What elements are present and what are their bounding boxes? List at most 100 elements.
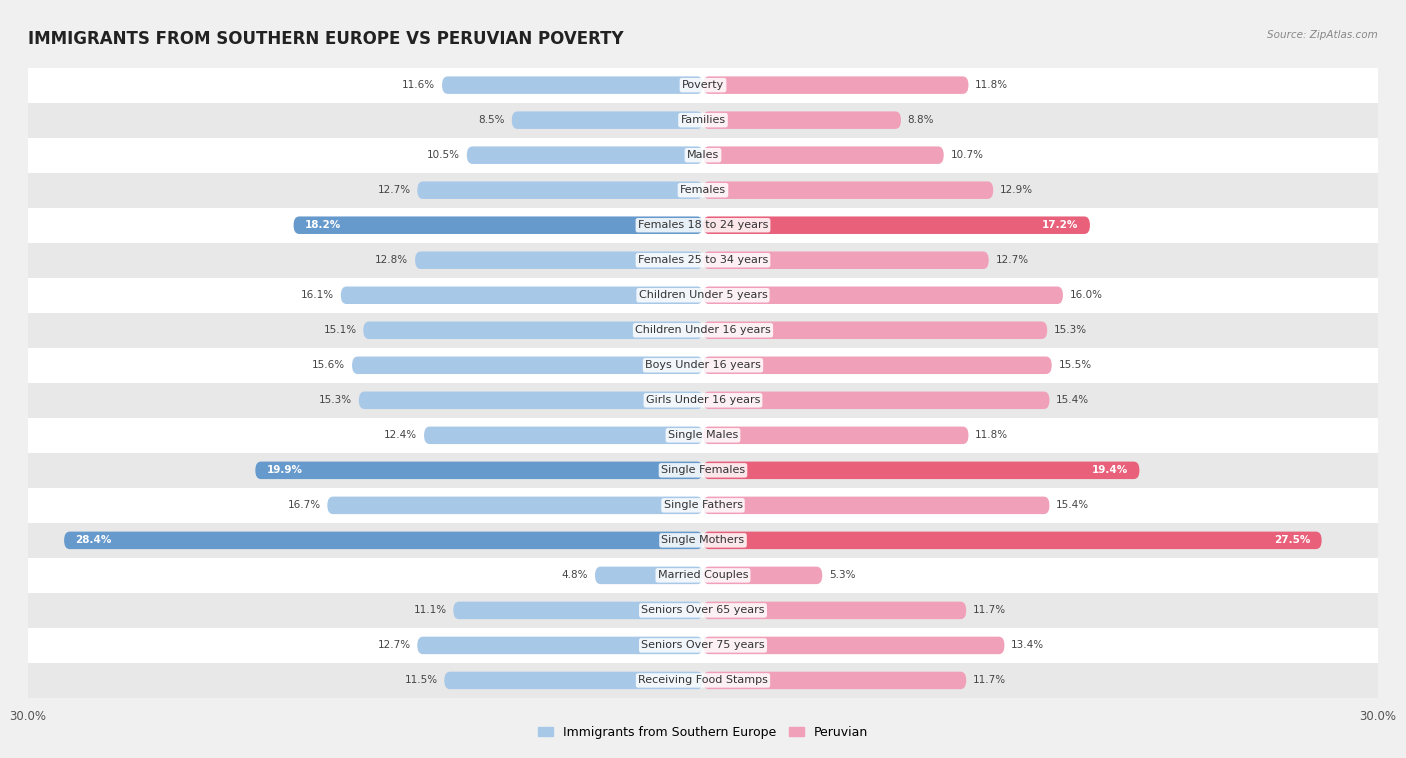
Bar — [28, 277, 1378, 313]
Bar — [28, 558, 1378, 593]
FancyBboxPatch shape — [425, 427, 703, 444]
Text: 10.5%: 10.5% — [427, 150, 460, 160]
FancyBboxPatch shape — [359, 392, 703, 409]
Text: 12.7%: 12.7% — [995, 255, 1029, 265]
Text: 15.3%: 15.3% — [319, 396, 352, 406]
FancyBboxPatch shape — [352, 356, 703, 374]
FancyBboxPatch shape — [467, 146, 703, 164]
Text: Females: Females — [681, 185, 725, 196]
FancyBboxPatch shape — [703, 356, 1052, 374]
Text: 16.1%: 16.1% — [301, 290, 335, 300]
Text: Females 25 to 34 years: Females 25 to 34 years — [638, 255, 768, 265]
Text: 15.6%: 15.6% — [312, 360, 346, 370]
Text: Seniors Over 65 years: Seniors Over 65 years — [641, 606, 765, 615]
Text: 28.4%: 28.4% — [76, 535, 111, 545]
FancyBboxPatch shape — [703, 287, 1063, 304]
FancyBboxPatch shape — [703, 77, 969, 94]
FancyBboxPatch shape — [703, 217, 1090, 234]
Bar — [28, 102, 1378, 138]
Text: 12.8%: 12.8% — [375, 255, 408, 265]
FancyBboxPatch shape — [703, 496, 1049, 514]
Text: Girls Under 16 years: Girls Under 16 years — [645, 396, 761, 406]
Text: Married Couples: Married Couples — [658, 570, 748, 581]
Bar — [28, 313, 1378, 348]
FancyBboxPatch shape — [595, 567, 703, 584]
Text: 18.2%: 18.2% — [305, 221, 342, 230]
Bar — [28, 663, 1378, 698]
FancyBboxPatch shape — [703, 392, 1049, 409]
Text: 15.4%: 15.4% — [1056, 396, 1090, 406]
Text: Males: Males — [688, 150, 718, 160]
Text: 19.9%: 19.9% — [267, 465, 302, 475]
Bar — [28, 348, 1378, 383]
FancyBboxPatch shape — [418, 181, 703, 199]
Text: 16.0%: 16.0% — [1070, 290, 1102, 300]
Text: Source: ZipAtlas.com: Source: ZipAtlas.com — [1267, 30, 1378, 40]
Bar — [28, 488, 1378, 523]
FancyBboxPatch shape — [65, 531, 703, 549]
Bar — [28, 383, 1378, 418]
Text: 12.7%: 12.7% — [377, 185, 411, 196]
Text: 11.1%: 11.1% — [413, 606, 447, 615]
Text: 11.6%: 11.6% — [402, 80, 436, 90]
FancyBboxPatch shape — [703, 181, 993, 199]
Legend: Immigrants from Southern Europe, Peruvian: Immigrants from Southern Europe, Peruvia… — [533, 721, 873, 744]
Text: 4.8%: 4.8% — [562, 570, 588, 581]
Bar — [28, 593, 1378, 628]
Text: Children Under 5 years: Children Under 5 years — [638, 290, 768, 300]
Text: 11.8%: 11.8% — [976, 431, 1008, 440]
Text: 15.4%: 15.4% — [1056, 500, 1090, 510]
Text: Boys Under 16 years: Boys Under 16 years — [645, 360, 761, 370]
Text: 15.3%: 15.3% — [1054, 325, 1087, 335]
Text: 17.2%: 17.2% — [1042, 221, 1078, 230]
FancyBboxPatch shape — [703, 462, 1139, 479]
Bar — [28, 628, 1378, 663]
FancyBboxPatch shape — [256, 462, 703, 479]
FancyBboxPatch shape — [703, 321, 1047, 339]
FancyBboxPatch shape — [703, 427, 969, 444]
Text: Females 18 to 24 years: Females 18 to 24 years — [638, 221, 768, 230]
Bar — [28, 243, 1378, 277]
Text: Single Males: Single Males — [668, 431, 738, 440]
Text: 16.7%: 16.7% — [287, 500, 321, 510]
Text: 12.9%: 12.9% — [1000, 185, 1033, 196]
Text: 11.8%: 11.8% — [976, 80, 1008, 90]
Text: Receiving Food Stamps: Receiving Food Stamps — [638, 675, 768, 685]
Bar — [28, 523, 1378, 558]
Bar — [28, 138, 1378, 173]
FancyBboxPatch shape — [703, 672, 966, 689]
FancyBboxPatch shape — [363, 321, 703, 339]
Text: Single Fathers: Single Fathers — [664, 500, 742, 510]
FancyBboxPatch shape — [340, 287, 703, 304]
FancyBboxPatch shape — [415, 252, 703, 269]
Text: Single Mothers: Single Mothers — [661, 535, 745, 545]
Text: 8.5%: 8.5% — [478, 115, 505, 125]
FancyBboxPatch shape — [453, 602, 703, 619]
FancyBboxPatch shape — [444, 672, 703, 689]
Text: 15.5%: 15.5% — [1059, 360, 1091, 370]
FancyBboxPatch shape — [703, 252, 988, 269]
Text: 11.7%: 11.7% — [973, 675, 1007, 685]
Text: 8.8%: 8.8% — [908, 115, 934, 125]
FancyBboxPatch shape — [703, 567, 823, 584]
FancyBboxPatch shape — [512, 111, 703, 129]
Text: Poverty: Poverty — [682, 80, 724, 90]
Text: Single Females: Single Females — [661, 465, 745, 475]
FancyBboxPatch shape — [441, 77, 703, 94]
Bar — [28, 453, 1378, 488]
Text: 13.4%: 13.4% — [1011, 641, 1045, 650]
Text: 15.1%: 15.1% — [323, 325, 357, 335]
Text: 5.3%: 5.3% — [830, 570, 855, 581]
Bar — [28, 418, 1378, 453]
Text: 27.5%: 27.5% — [1274, 535, 1310, 545]
Text: 12.4%: 12.4% — [384, 431, 418, 440]
Bar — [28, 67, 1378, 102]
Text: 11.5%: 11.5% — [405, 675, 437, 685]
Text: Families: Families — [681, 115, 725, 125]
FancyBboxPatch shape — [294, 217, 703, 234]
Text: 10.7%: 10.7% — [950, 150, 983, 160]
FancyBboxPatch shape — [703, 111, 901, 129]
Bar — [28, 208, 1378, 243]
Text: Seniors Over 75 years: Seniors Over 75 years — [641, 641, 765, 650]
FancyBboxPatch shape — [703, 602, 966, 619]
